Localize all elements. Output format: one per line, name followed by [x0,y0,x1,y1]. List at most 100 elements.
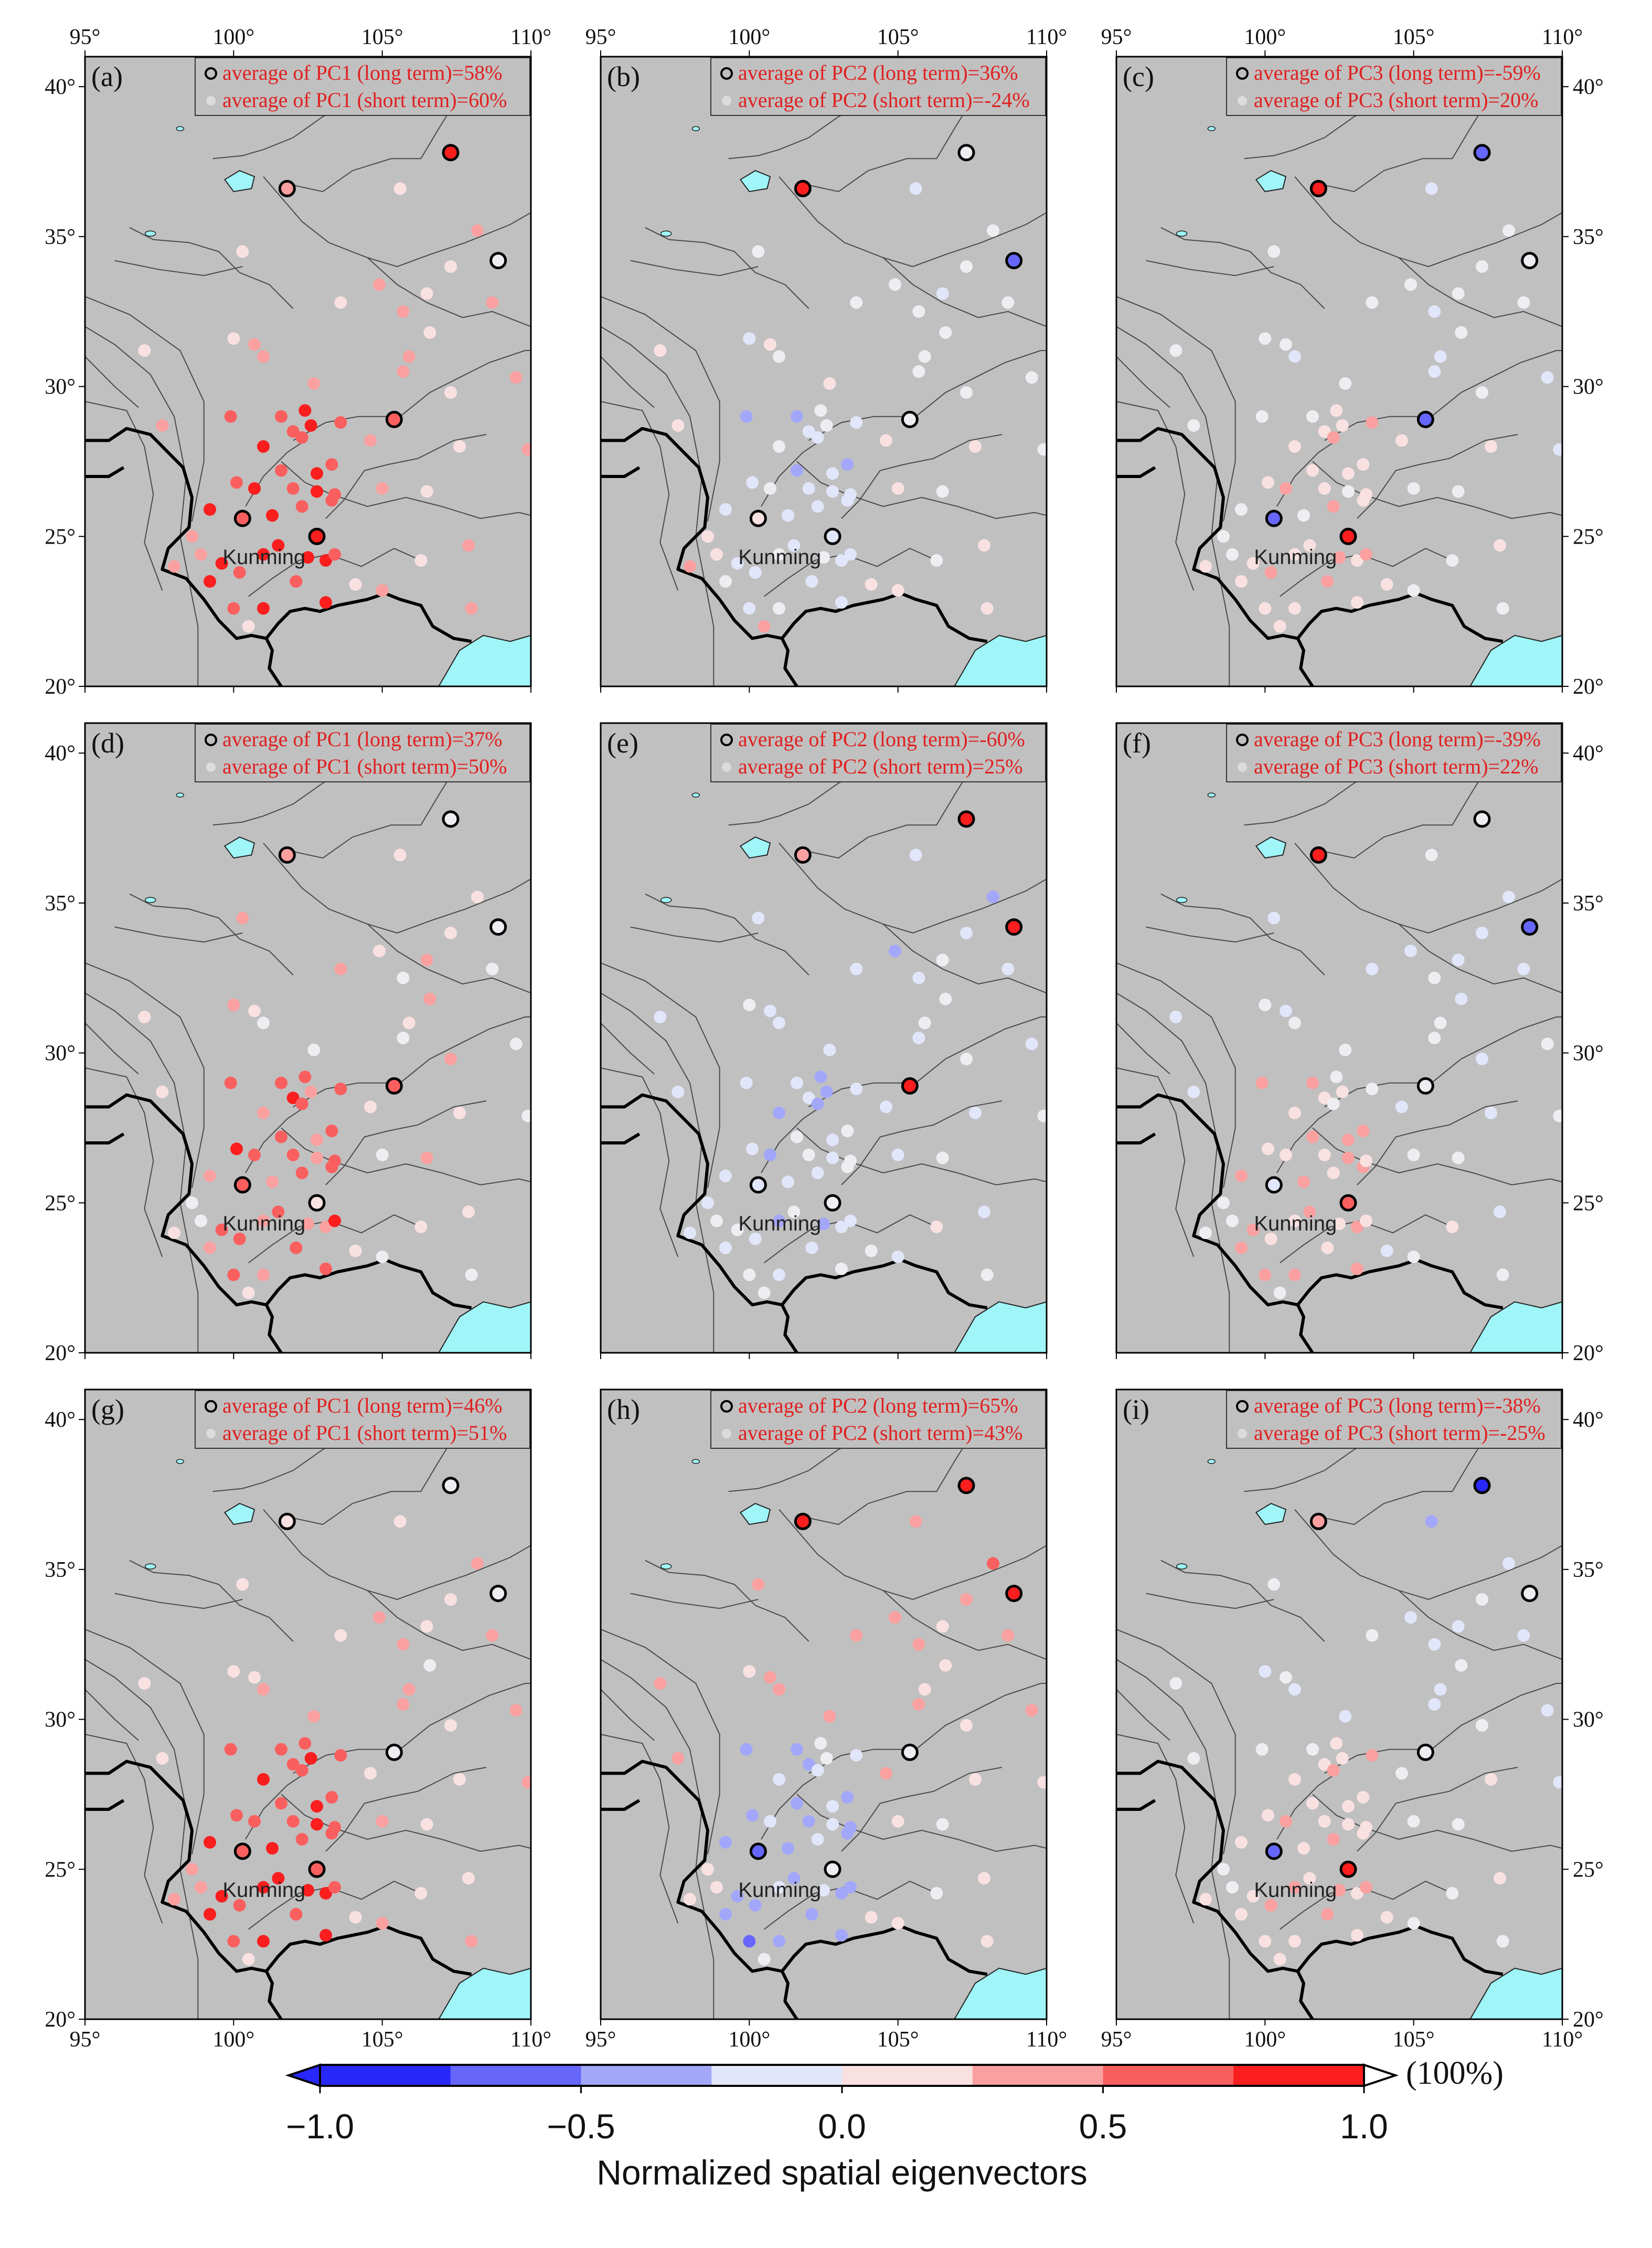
station-point-short [1217,1196,1230,1210]
station-point-short [764,1671,776,1684]
country-border [1116,427,1504,643]
station-point-short [1259,1665,1272,1678]
legend-box: average of PC3 (long term)=-59% average o… [1226,57,1562,116]
country-border [781,1970,798,2019]
station-point-short [654,1677,667,1690]
station-point-short [299,1737,312,1750]
station-point-short [230,1809,243,1822]
boundary-line [325,1100,487,1185]
station-point-short [233,1899,246,1912]
boundary-line [1116,992,1230,1353]
station-point-short [1280,338,1292,351]
boundary-line [1116,296,1236,522]
station-point-short [286,1758,300,1771]
city-label: Kunming [1254,1879,1337,1902]
panel-letter: (h) [607,1394,640,1425]
station-point-short [865,578,878,591]
gulf-water [438,1301,531,1353]
station-point-short [248,482,261,495]
legend-box: average of PC1 (long term)=37% average of… [195,724,530,782]
station-point-short [930,554,943,567]
boundary-line [1116,326,1230,686]
gulf-water [1469,634,1562,686]
country-border [265,638,283,686]
station-point-short [835,1221,848,1233]
station-point-short [960,386,973,399]
lake-water [1207,126,1216,131]
legend-box: average of PC1 (long term)=58% average of… [195,57,530,116]
boundary-line [1146,260,1274,277]
station-point-short [1262,476,1274,489]
station-point-short [397,1698,410,1711]
station-point-short [471,224,484,237]
colorbar-tick-label: −1.0 [286,2107,354,2146]
station-point-short [811,500,824,513]
station-point-short [1288,440,1301,453]
station-point-short [266,509,279,522]
city-label: Kunming [222,1212,305,1235]
station-point-long [489,918,507,936]
station-point-short [402,350,415,363]
station-point-long [957,810,975,828]
station-point-short [248,1671,261,1684]
station-point-short [1496,602,1509,615]
legend-marker-long [205,67,217,80]
lat-tick-label: 35° [45,1558,76,1582]
station-point-short [349,1911,362,1924]
map-frame [84,1388,532,2020]
lat-tick-label: 25° [1573,1191,1604,1215]
lon-tick-label: 100° [728,25,770,49]
station-point-short [1288,1016,1301,1030]
station-point-short [1259,1935,1272,1948]
station-point-long [794,1512,812,1530]
station-point-long [1309,1512,1327,1530]
station-point-short [939,326,952,339]
city-label: Kunming [222,1879,305,1902]
station-point-short [850,296,863,309]
station-point-short [414,554,428,567]
legend-marker-short [1238,762,1247,772]
station-point-short [1318,1148,1331,1161]
station-point-short [891,584,904,597]
station-point-short [746,1809,759,1822]
station-point-short [1351,1929,1363,1942]
boundary-line [1146,926,1274,943]
station-point-long [901,1743,919,1761]
country-border [601,1093,988,1310]
station-point-short [1428,1638,1441,1651]
station-point-short [257,440,270,453]
lat-tick-label: 40° [45,741,76,766]
station-point-short [393,1515,407,1528]
legend-marker-short [722,96,731,105]
station-point-long [233,1176,251,1194]
boundary-line [367,1590,531,1660]
colorbar-tick-label: −0.5 [547,2107,615,2146]
lon-tick-label: 95° [70,25,101,49]
station-point-short [334,296,347,309]
station-point-short [719,1908,732,1921]
boundary-line [1116,1659,1230,2019]
station-point-short [257,350,270,363]
station-point-short [328,488,341,501]
station-point-short [453,1106,466,1119]
colorbar-segment [320,2065,451,2086]
station-point-short [978,1205,990,1218]
station-point-short [1246,1223,1260,1236]
station-point-short [307,377,321,390]
legend-label-short: average of PC3 (short term)=-25% [1254,1421,1546,1445]
lon-tick-label: 100° [212,25,254,49]
station-point-short [802,1148,815,1161]
station-point-short [1476,927,1488,939]
station-point-short [420,1151,433,1164]
boundary-line [882,257,1047,327]
legend-box: average of PC2 (long term)=-60% average o… [710,724,1046,782]
station-point-short [1357,1125,1370,1138]
legend-label-short: average of PC1 (short term)=50% [222,755,507,778]
station-point-short [719,575,732,588]
station-point-short [444,260,457,273]
boundary-line [129,893,294,975]
station-point-short [307,1710,321,1723]
station-point-short [782,1842,794,1855]
lat-tick-label: 35° [45,892,76,916]
